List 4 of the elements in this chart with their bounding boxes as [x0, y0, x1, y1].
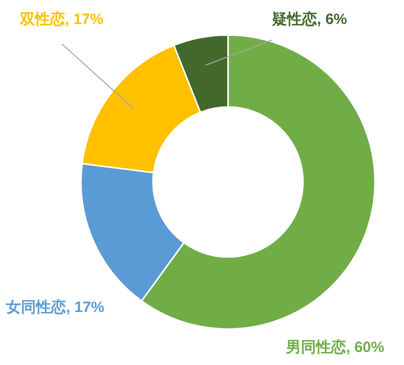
slice-label: 男同性恋, 60%: [286, 338, 386, 358]
slice-label: 双性恋, 17%: [20, 10, 104, 30]
slice-label: 疑性恋, 6%: [272, 10, 348, 30]
slice-label: 女同性恋, 17%: [6, 298, 106, 318]
